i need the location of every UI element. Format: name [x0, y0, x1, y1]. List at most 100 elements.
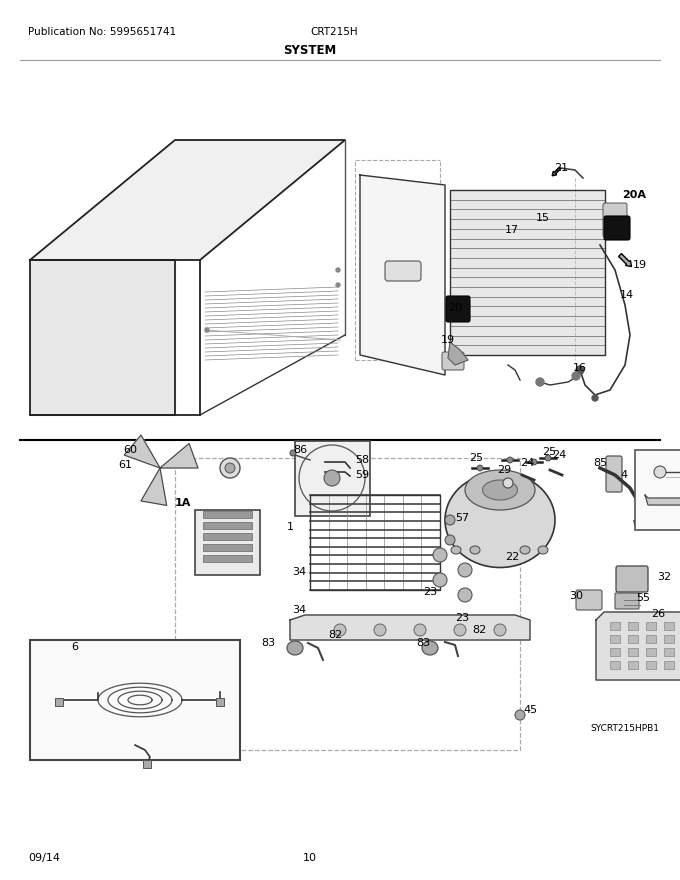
Circle shape: [576, 366, 584, 374]
Ellipse shape: [451, 546, 461, 554]
Text: 20A: 20A: [622, 190, 646, 200]
Polygon shape: [450, 190, 605, 355]
Bar: [664, 622, 674, 630]
Bar: [646, 648, 656, 656]
Circle shape: [531, 459, 537, 465]
Circle shape: [507, 457, 513, 463]
Polygon shape: [30, 260, 175, 415]
Text: 26: 26: [651, 609, 665, 619]
Text: 29: 29: [497, 465, 511, 475]
Text: 24: 24: [552, 450, 566, 460]
Text: 86: 86: [293, 445, 307, 455]
Text: 83: 83: [261, 638, 275, 648]
Bar: [646, 622, 656, 630]
Ellipse shape: [538, 546, 548, 554]
Text: 55: 55: [636, 593, 650, 603]
Bar: [610, 635, 620, 643]
Text: 16: 16: [573, 363, 587, 373]
Text: Publication No: 5995651741: Publication No: 5995651741: [28, 27, 176, 37]
Text: 82: 82: [472, 625, 486, 635]
Bar: [635, 450, 680, 530]
FancyBboxPatch shape: [603, 203, 627, 237]
Bar: [664, 635, 674, 643]
Polygon shape: [645, 495, 680, 505]
Text: 45: 45: [523, 705, 537, 715]
Text: 57: 57: [455, 513, 469, 523]
Bar: [628, 648, 638, 656]
Bar: [664, 661, 674, 669]
Bar: [195, 510, 260, 575]
Bar: [203, 533, 252, 540]
Polygon shape: [448, 342, 468, 365]
Ellipse shape: [287, 641, 303, 655]
Text: 25: 25: [542, 447, 556, 457]
Bar: [628, 661, 638, 669]
Bar: [646, 635, 656, 643]
Bar: [664, 648, 674, 656]
Text: 58: 58: [355, 455, 369, 465]
Bar: [628, 622, 638, 630]
Text: 1: 1: [286, 522, 294, 532]
FancyBboxPatch shape: [615, 593, 639, 609]
Text: 83: 83: [416, 638, 430, 648]
FancyArrow shape: [552, 167, 561, 176]
Circle shape: [572, 372, 580, 380]
FancyBboxPatch shape: [616, 566, 648, 592]
Text: SYSTEM: SYSTEM: [284, 43, 337, 56]
Ellipse shape: [470, 546, 480, 554]
Circle shape: [494, 624, 506, 636]
Text: 14: 14: [620, 290, 634, 300]
Polygon shape: [141, 468, 167, 505]
Bar: [203, 544, 252, 551]
Text: 1A: 1A: [175, 498, 191, 508]
Polygon shape: [360, 175, 445, 375]
Text: 24: 24: [520, 458, 534, 468]
Text: 4: 4: [620, 470, 628, 480]
Circle shape: [445, 535, 455, 545]
Bar: [216, 698, 224, 706]
Text: 85: 85: [593, 458, 607, 468]
Text: 82: 82: [328, 630, 342, 640]
Bar: [610, 622, 620, 630]
Text: CRT215H: CRT215H: [310, 27, 358, 37]
Circle shape: [592, 395, 598, 401]
Bar: [310, 495, 440, 590]
Bar: [30, 640, 240, 760]
Polygon shape: [30, 140, 345, 260]
Text: 34: 34: [292, 567, 306, 577]
Bar: [610, 661, 620, 669]
Circle shape: [454, 624, 466, 636]
Text: 23: 23: [455, 613, 469, 623]
Circle shape: [445, 515, 455, 525]
FancyBboxPatch shape: [442, 352, 464, 370]
Circle shape: [654, 466, 666, 478]
Text: 61: 61: [118, 460, 132, 470]
Ellipse shape: [422, 641, 438, 655]
Text: 19: 19: [633, 260, 647, 270]
FancyBboxPatch shape: [385, 261, 421, 281]
Polygon shape: [290, 615, 530, 640]
Circle shape: [477, 465, 483, 471]
Bar: [203, 522, 252, 529]
Circle shape: [458, 588, 472, 602]
Bar: [295, 441, 370, 516]
FancyBboxPatch shape: [606, 456, 622, 492]
Text: 10: 10: [303, 853, 317, 863]
Circle shape: [458, 563, 472, 577]
Bar: [610, 648, 620, 656]
Text: 34: 34: [292, 605, 306, 615]
Text: 25: 25: [469, 453, 483, 463]
Text: 15: 15: [536, 213, 550, 223]
Text: 21: 21: [554, 163, 568, 173]
Polygon shape: [160, 444, 198, 468]
Ellipse shape: [520, 546, 530, 554]
Bar: [628, 635, 638, 643]
Circle shape: [536, 378, 544, 386]
Text: 22: 22: [505, 552, 519, 562]
FancyBboxPatch shape: [604, 216, 630, 240]
Text: 09/14: 09/14: [28, 853, 60, 863]
Bar: [646, 661, 656, 669]
Text: 59: 59: [355, 470, 369, 480]
Circle shape: [324, 470, 340, 486]
Circle shape: [220, 458, 240, 478]
